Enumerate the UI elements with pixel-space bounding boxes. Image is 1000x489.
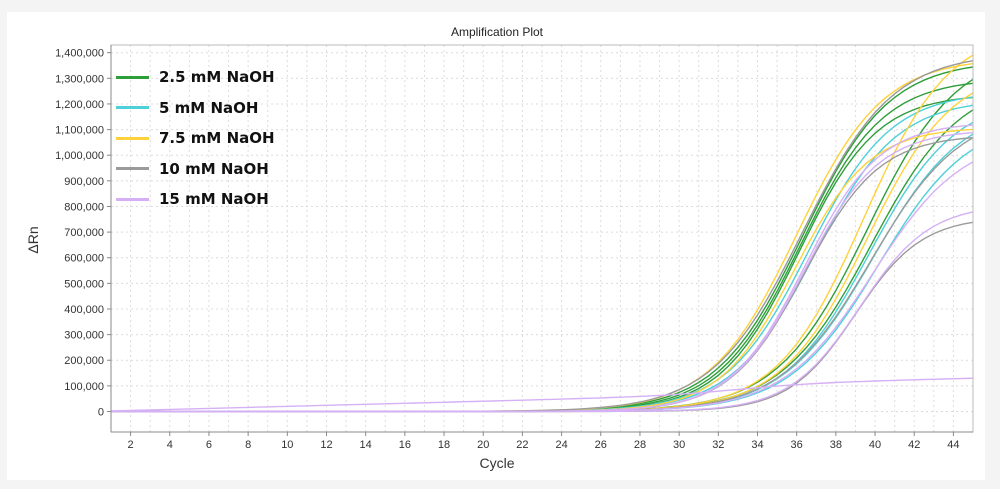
x-tick-label: 38 (830, 439, 842, 451)
legend-label: 2.5 mM NaOH (159, 68, 275, 87)
legend-swatch (116, 75, 149, 79)
x-tick-label: 34 (751, 439, 763, 451)
y-tick-label: 100,000 (64, 381, 104, 393)
legend-item: 15 mM NaOH (116, 184, 275, 215)
x-tick-label: 6 (206, 439, 212, 451)
legend-item: 5 mM NaOH (116, 93, 275, 124)
amplification-curve (111, 211, 974, 413)
y-tick-label: 1,400,000 (55, 48, 104, 60)
x-tick-label: 30 (673, 439, 685, 451)
legend-label: 7.5 mM NaOH (159, 129, 275, 148)
x-tick-label: 20 (477, 439, 489, 451)
x-tick-label: 32 (712, 439, 724, 451)
y-tick-label: 300,000 (64, 330, 104, 342)
x-tick-label: 24 (555, 439, 567, 451)
y-tick-label: 600,000 (64, 253, 104, 265)
x-tick-label: 12 (320, 439, 332, 451)
legend-swatch (116, 197, 149, 201)
x-tick-label: 26 (595, 439, 607, 451)
x-tick-label: 18 (438, 439, 450, 451)
y-tick-label: 700,000 (64, 227, 104, 239)
x-tick-label: 16 (399, 439, 411, 451)
x-tick-label: 44 (947, 439, 959, 451)
y-axis-label: ΔRn (25, 226, 41, 253)
legend-swatch (116, 106, 149, 110)
legend-label: 15 mM NaOH (159, 190, 269, 209)
y-tick-label: 1,000,000 (55, 150, 104, 162)
x-axis-label: Cycle (479, 455, 514, 471)
x-tick-label: 22 (516, 439, 528, 451)
legend-item: 10 mM NaOH (116, 154, 275, 185)
x-tick-label: 14 (360, 439, 372, 451)
legend-item: 2.5 mM NaOH (116, 62, 275, 93)
x-tick-label: 8 (245, 439, 251, 451)
x-tick-label: 36 (791, 439, 803, 451)
legend: 2.5 mM NaOH 5 mM NaOH 7.5 mM NaOH 10 mM NaO… (116, 62, 275, 215)
y-tick-label: 400,000 (64, 304, 104, 316)
legend-swatch (116, 167, 149, 171)
y-tick-label: 1,100,000 (55, 125, 104, 137)
y-tick-label: 1,300,000 (55, 73, 104, 85)
legend-label: 5 mM NaOH (159, 98, 259, 117)
legend-swatch (116, 136, 149, 140)
x-tick-label: 2 (128, 439, 134, 451)
x-tick-label: 28 (634, 439, 646, 451)
x-tick-label: 10 (281, 439, 293, 451)
y-tick-label: 1,200,000 (55, 99, 104, 111)
chart-title: Amplification Plot (451, 25, 544, 39)
y-tick-label: 0 (98, 406, 104, 418)
legend-item: 7.5 mM NaOH (116, 123, 275, 154)
x-tick-label: 4 (167, 439, 173, 451)
y-tick-label: 500,000 (64, 278, 104, 290)
legend-label: 10 mM NaOH (159, 159, 269, 178)
y-tick-label: 900,000 (64, 176, 104, 188)
y-tick-label: 800,000 (64, 201, 104, 213)
x-tick-label: 40 (869, 439, 881, 451)
y-tick-label: 200,000 (64, 355, 104, 367)
x-tick-label: 42 (908, 439, 920, 451)
amplification-curve (110, 377, 974, 412)
series-4 (110, 124, 974, 413)
